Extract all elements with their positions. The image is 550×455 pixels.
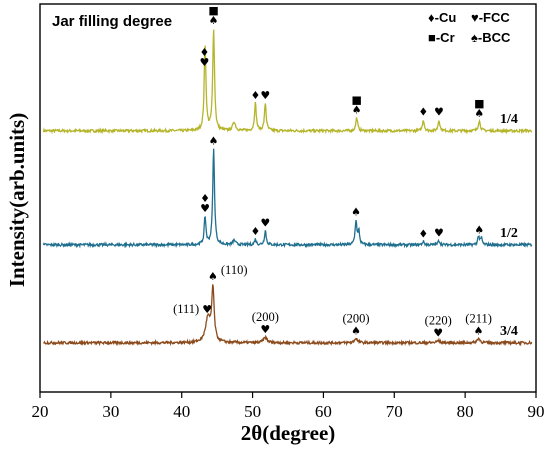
- peak-marker: ■: [352, 94, 362, 107]
- miller-index-label: (200): [252, 310, 279, 324]
- peak-marker: ♠: [209, 14, 219, 27]
- legend-entry: ■-Cr: [428, 30, 455, 45]
- miller-index-label: (110): [221, 263, 248, 277]
- peak-marker: ♠: [474, 107, 484, 120]
- peak-marker: ♥: [200, 202, 210, 215]
- peak-marker: ♦: [418, 227, 428, 240]
- legend-entry: ♥-FCC: [471, 10, 510, 25]
- peak-marker: ♦: [418, 106, 428, 119]
- series-line: [42, 148, 533, 249]
- series-line: [42, 29, 533, 135]
- y-axis-title: Intensity(arb.units): [5, 113, 29, 287]
- series-label: 1/2: [500, 226, 518, 241]
- peak-marker: ♥: [433, 327, 443, 340]
- peak-marker: ♠: [352, 104, 362, 117]
- miller-index-label: (200): [342, 311, 369, 325]
- peak-marker: ♥: [260, 323, 270, 336]
- peak-marker: ♠: [351, 324, 361, 337]
- legend-entry: ♠-BCC: [471, 30, 511, 45]
- chart-title: Jar filling degree: [52, 13, 172, 30]
- x-tick-label: 20: [32, 402, 49, 421]
- peak-marker: ♦: [250, 225, 260, 238]
- peak-marker: ♥: [434, 106, 444, 119]
- peak-marker: ♦: [200, 192, 210, 205]
- x-tick-label: 60: [315, 402, 332, 421]
- x-tick-label: 40: [173, 402, 190, 421]
- series-line: [43, 284, 533, 347]
- peak-marker: ♥: [434, 226, 444, 239]
- x-tick-label: 70: [386, 402, 403, 421]
- x-tick-label: 90: [528, 402, 545, 421]
- peak-marker: ♥: [202, 303, 212, 316]
- peak-marker: ♥: [260, 216, 270, 229]
- legend: ♦-Cu ♥-FCC ■-Cr ♠-BCC: [428, 10, 511, 45]
- peak-marker: ♠: [351, 205, 361, 218]
- series-label: 1/4: [500, 112, 518, 127]
- peak-marker: ♠: [474, 324, 484, 337]
- peak-marker: ♠: [474, 224, 484, 237]
- x-tick-label: 80: [457, 402, 474, 421]
- series-label-group: 1/4 1/2 3/4: [500, 112, 518, 339]
- peak-marker: ♦: [199, 46, 209, 59]
- x-tick-label: 30: [102, 402, 119, 421]
- x-axis: 20 30 40 50 60 70 80 90: [32, 392, 545, 421]
- peak-marker: ♥: [199, 56, 209, 69]
- peak-marker: ■: [474, 97, 484, 110]
- peak-marker: ■: [208, 4, 218, 17]
- x-axis-title: 2θ(degree): [241, 421, 336, 445]
- peak-marker: ♠: [208, 270, 218, 283]
- peak-marker: ♦: [250, 89, 260, 102]
- series-group: [42, 29, 533, 347]
- peak-marker: ♥: [260, 89, 270, 102]
- plot-frame: [39, 3, 537, 393]
- miller-index-label: (211): [465, 311, 492, 325]
- miller-index-label: (111): [173, 302, 199, 316]
- series-label: 3/4: [500, 324, 518, 339]
- x-tick-label: 50: [244, 402, 261, 421]
- miller-index-label: (220): [425, 314, 452, 328]
- peak-marker-group: ♥♦♠■♦ ♥♠■♦ ♥ ♠■♥♦♠♦♥♠♦ ♥ ♠♥(111)♠ (110)♥(200)♠…: [173, 4, 492, 339]
- peak-marker: ♠: [209, 135, 219, 148]
- legend-entry: ♦-Cu: [428, 10, 456, 25]
